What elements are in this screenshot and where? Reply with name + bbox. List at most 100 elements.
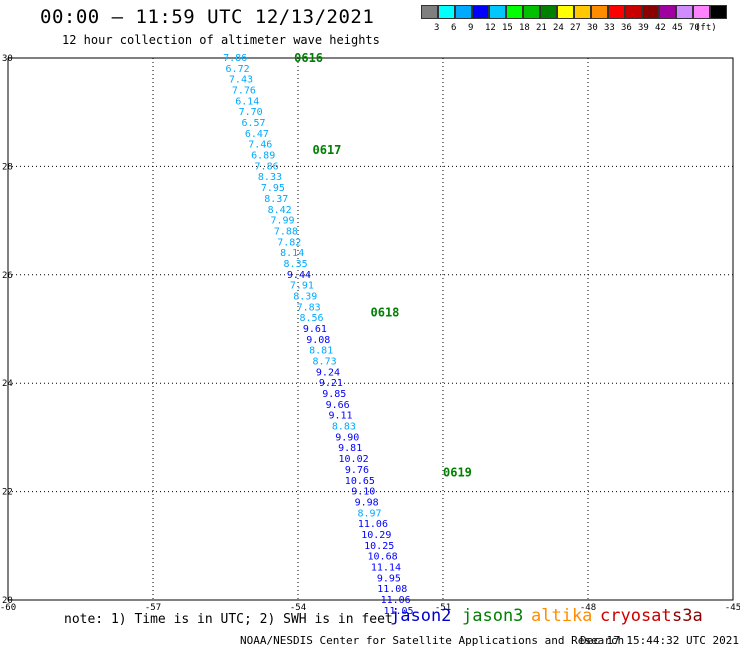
x-tick-label: -48 bbox=[580, 603, 596, 613]
colorbar-swatch bbox=[455, 5, 472, 19]
wave-height-point: 9.85 bbox=[322, 389, 346, 400]
colorbar-swatch bbox=[506, 5, 523, 19]
wave-height-point: 8.73 bbox=[313, 357, 337, 368]
colorbar-swatch bbox=[489, 5, 506, 19]
wave-height-point: 7.88 bbox=[274, 226, 298, 237]
mission-s3a: s3a bbox=[672, 606, 703, 626]
wave-height-point: 8.83 bbox=[332, 422, 356, 433]
wave-height-point: 6.57 bbox=[241, 118, 265, 129]
colorbar-swatch bbox=[659, 5, 676, 19]
colorbar-swatch bbox=[540, 5, 557, 19]
colorbar-tick-label: 9 bbox=[468, 23, 474, 33]
wave-height-point: 9.98 bbox=[355, 497, 379, 508]
wave-height-point: 10.68 bbox=[368, 552, 398, 563]
wave-height-point: 6.72 bbox=[226, 64, 250, 75]
wave-height-point: 6.14 bbox=[235, 96, 259, 107]
colorbar-swatch bbox=[421, 5, 438, 19]
colorbar-tick-label: 36 bbox=[621, 23, 632, 33]
wave-height-point: 7.46 bbox=[248, 140, 272, 151]
colorbar-tick-label: 18 bbox=[519, 23, 530, 33]
colorbar-tick-label: 39 bbox=[638, 23, 649, 33]
wave-height-point: 9.81 bbox=[338, 443, 362, 454]
y-tick-label: 30 bbox=[2, 54, 13, 64]
colorbar-tick-label: 30 bbox=[587, 23, 598, 33]
y-tick-label: 24 bbox=[2, 379, 13, 389]
wave-height-point: 8.42 bbox=[268, 205, 292, 216]
wave-height-point: 9.11 bbox=[328, 411, 352, 422]
colorbar-tick-label: 45 bbox=[672, 23, 683, 33]
wave-height-point: 8.37 bbox=[264, 194, 288, 205]
wave-height-point: 7.82 bbox=[277, 237, 301, 248]
colorbar-swatch bbox=[438, 5, 455, 19]
pass-time-label: 0619 bbox=[443, 466, 472, 480]
wave-height-point: 9.61 bbox=[303, 324, 327, 335]
colorbar-swatch bbox=[710, 5, 727, 19]
wave-height-point: 11.05 bbox=[383, 606, 413, 617]
wave-height-point: 9.66 bbox=[326, 400, 350, 411]
colorbar-swatch bbox=[591, 5, 608, 19]
chart-title: 00:00 – 11:59 UTC 12/13/2021 bbox=[40, 6, 375, 28]
wave-height-point: 10.02 bbox=[339, 454, 369, 465]
x-tick-label: -54 bbox=[290, 603, 306, 613]
wave-height-point: 9.08 bbox=[306, 335, 330, 346]
colorbar-swatch bbox=[676, 5, 693, 19]
wave-height-point: 10.29 bbox=[361, 530, 391, 541]
mission-cryosat: cryosat bbox=[600, 606, 672, 626]
mission-jason3: jason3 bbox=[462, 606, 524, 626]
wave-height-point: 9.44 bbox=[287, 270, 311, 281]
wave-height-point: 8.39 bbox=[293, 291, 317, 302]
wave-height-point: 8.56 bbox=[299, 313, 323, 324]
wave-height-point: 11.06 bbox=[381, 595, 411, 606]
colorbar-swatch bbox=[472, 5, 489, 19]
colorbar-tick-label: 42 bbox=[655, 23, 666, 33]
wave-height-point: 7.43 bbox=[229, 75, 253, 86]
wave-height-point: 10.65 bbox=[345, 476, 375, 487]
colorbar-tick-label: 24 bbox=[553, 23, 564, 33]
wave-height-point: 11.14 bbox=[371, 562, 401, 573]
mission-jason2: jason2 bbox=[390, 606, 452, 626]
wave-height-point: 9.76 bbox=[345, 465, 369, 476]
credit-text: NOAA/NESDIS Center for Satellite Applica… bbox=[240, 634, 625, 647]
colorbar-swatch bbox=[523, 5, 540, 19]
colorbar-swatch bbox=[608, 5, 625, 19]
wave-height-point: 8.81 bbox=[309, 346, 333, 357]
wave-height-point: 8.33 bbox=[258, 172, 282, 183]
wave-height-point: 11.08 bbox=[377, 584, 407, 595]
mission-altika: altika bbox=[531, 606, 593, 626]
wave-height-point: 7.86 bbox=[255, 161, 279, 172]
x-tick-label: -51 bbox=[435, 603, 451, 613]
pass-time-label: 0616 bbox=[294, 51, 323, 65]
colorbar-tick-label: 6 bbox=[451, 23, 457, 33]
wave-height-point: 7.99 bbox=[270, 216, 294, 227]
x-tick-label: -57 bbox=[145, 603, 161, 613]
wave-height-point: 9.95 bbox=[377, 573, 401, 584]
colorbar-unit: (ft) bbox=[695, 23, 717, 33]
chart-subtitle: 12 hour collection of altimeter wave hei… bbox=[62, 33, 380, 47]
colorbar-swatch bbox=[557, 5, 574, 19]
wave-height-point: 9.10 bbox=[351, 487, 375, 498]
y-tick-label: 26 bbox=[2, 271, 13, 281]
wave-height-point: 8.14 bbox=[280, 248, 304, 259]
wave-height-point: 6.89 bbox=[251, 151, 275, 162]
wave-height-point: 7.70 bbox=[239, 107, 263, 118]
colorbar-tick-label: 21 bbox=[536, 23, 547, 33]
generation-timestamp: Dec 17 15:44:32 UTC 2021 bbox=[580, 634, 739, 647]
y-tick-label: 20 bbox=[2, 596, 13, 606]
wave-height-point: 7.95 bbox=[261, 183, 285, 194]
x-tick-label: -60 bbox=[0, 603, 16, 613]
pass-time-label: 0618 bbox=[371, 306, 400, 320]
colorbar-swatch bbox=[625, 5, 642, 19]
y-tick-label: 28 bbox=[2, 162, 13, 172]
colorbar-tick-label: 3 bbox=[434, 23, 440, 33]
colorbar-tick-label: 33 bbox=[604, 23, 615, 33]
wave-height-point: 6.47 bbox=[245, 129, 269, 140]
colorbar-swatch bbox=[693, 5, 710, 19]
wave-height-point: 9.21 bbox=[319, 378, 343, 389]
colorbar-tick-label: 27 bbox=[570, 23, 581, 33]
wave-height-point: 8.97 bbox=[357, 508, 381, 519]
x-tick-label: -45 bbox=[725, 603, 740, 613]
colorbar-tick-label: 15 bbox=[502, 23, 513, 33]
wave-height-point: 9.24 bbox=[316, 367, 340, 378]
wave-height-point: 7.91 bbox=[290, 281, 314, 292]
